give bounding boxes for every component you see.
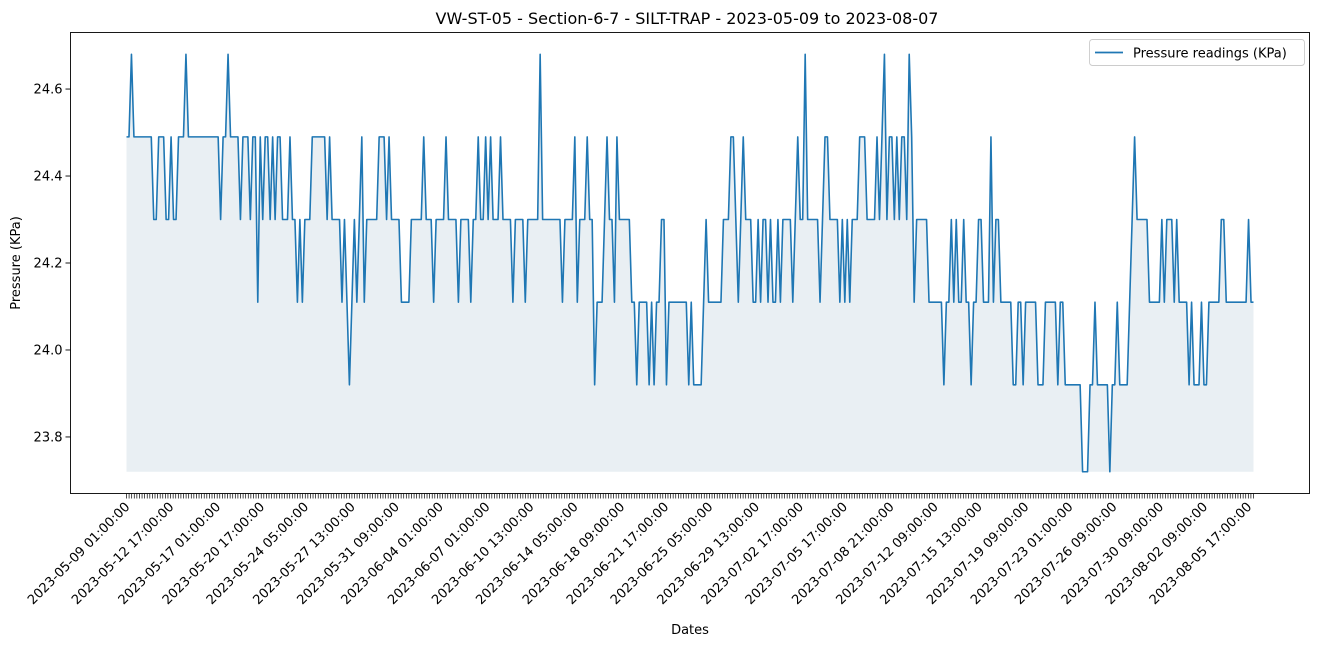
series-line xyxy=(126,53,1254,473)
x-axis-label: Dates xyxy=(671,623,709,638)
y-axis: 23.8 24.0 24.2 24.4 24.6 xyxy=(34,83,71,445)
plot-area xyxy=(70,32,1310,494)
legend-label: Pressure readings (KPa) xyxy=(1133,47,1287,62)
y-tick-label: 23.8 xyxy=(34,430,63,445)
legend-frame xyxy=(1089,39,1305,66)
chart-title: VW-ST-05 - Section-6-7 - SILT-TRAP - 202… xyxy=(436,9,939,28)
y-tick-label: 24.2 xyxy=(34,257,63,272)
y-tick-label: 24.4 xyxy=(34,170,63,185)
y-axis-label: Pressure (KPa) xyxy=(9,216,24,310)
legend: Pressure readings (KPa) xyxy=(1089,39,1305,66)
y-tick-label: 24.6 xyxy=(34,83,63,98)
y-tick-label: 24.0 xyxy=(34,343,63,358)
